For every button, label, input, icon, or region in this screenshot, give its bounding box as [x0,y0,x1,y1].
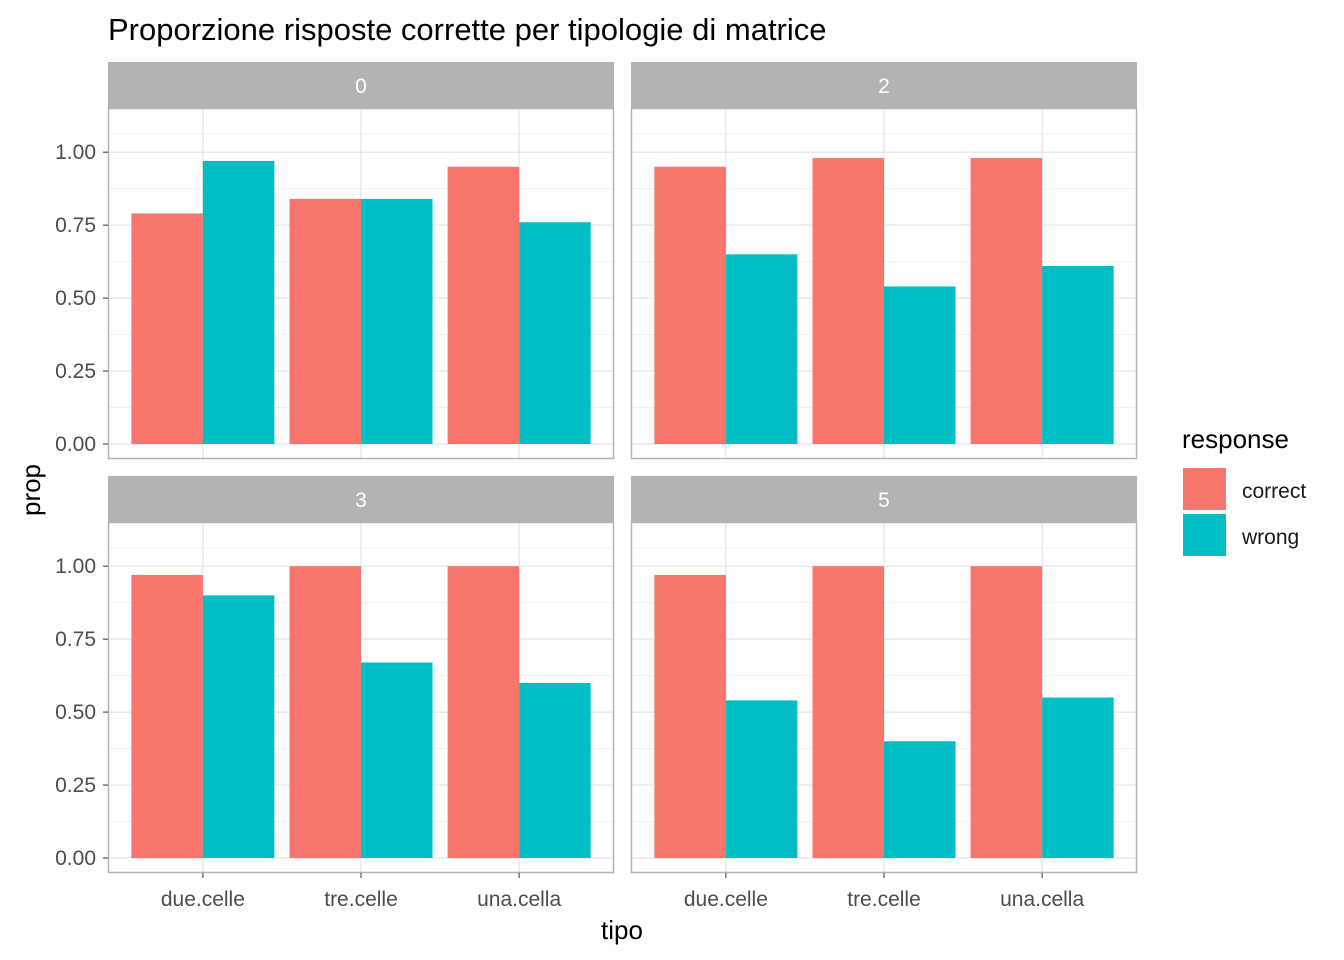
y-tick-label: 0.00 [55,847,96,870]
bar-correct-due.celle [131,574,203,858]
bar-correct-una.cella [970,566,1043,858]
y-tick-label: 0.50 [55,287,96,310]
facet-panels: 0 0.00 0.25 0.50 0.75 1.00 2 3 0.00 0.25 0.50 0.75 1… [55,62,1138,911]
y-tick-label: 0.75 [55,214,96,237]
bar-correct-tre.celle [289,566,361,858]
chart-title: Proporzione risposte corrette per tipolo… [108,12,827,47]
y-tick-label: 0.75 [55,628,96,651]
bar-wrong-due.celle [725,700,798,858]
bar-wrong-tre.celle [884,286,956,444]
facet-strip [108,62,614,108]
legend-entries: correct wrong [1183,468,1306,556]
bar-wrong-una.cella [519,682,591,858]
bar-wrong-tre.celle [361,198,433,444]
legend-key-wrong [1183,514,1226,556]
x-tick-label: una.cella [1000,888,1084,911]
legend-label-correct: correct [1242,480,1306,503]
x-tick-label: due.celle [161,888,245,911]
y-tick-label: 1.00 [55,141,96,164]
bar-correct-tre.celle [812,158,884,444]
legend: response correct wrong [1182,424,1306,556]
facet-strip-label: 3 [355,489,367,512]
bar-correct-tre.celle [289,198,361,444]
legend-title: response [1182,424,1289,454]
facet-strip [631,62,1137,108]
panel-border [107,521,615,874]
y-tick-label: 0.25 [55,774,96,797]
legend-label-wrong: wrong [1241,526,1299,549]
x-tick-label: tre.celle [324,888,398,911]
x-tick-label: una.cella [477,888,561,911]
facet-panel-5: 5 due.celle tre.celle una.cella [630,476,1138,911]
y-tick-label: 0.00 [55,433,96,456]
bar-correct-una.cella [970,158,1043,444]
bar-correct-una.cella [447,566,520,858]
legend-key-correct [1183,468,1226,510]
facet-strip [631,476,1137,522]
bar-correct-tre.celle [812,566,884,858]
bar-correct-una.cella [447,166,520,445]
facet-panel-2: 2 [630,62,1138,460]
bar-wrong-due.celle [202,160,275,444]
x-axis-title: tipo [601,915,643,945]
facet-panel-0: 0 0.00 0.25 0.50 0.75 1.00 [55,62,615,460]
y-tick-label: 0.50 [55,701,96,724]
bar-wrong-due.celle [725,254,798,444]
y-tick-label: 0.25 [55,360,96,383]
bar-wrong-una.cella [519,222,591,444]
facet-strip [108,476,614,522]
facet-strip-label: 0 [355,75,367,98]
panel-border [630,521,1138,874]
bar-correct-due.celle [654,166,726,445]
facet-strip-label: 2 [878,75,890,98]
facet-panel-3: 3 0.00 0.25 0.50 0.75 1.00 due.celle tre.celle u… [55,476,615,911]
panel-border [107,107,615,460]
bar-wrong-due.celle [202,595,275,858]
y-axis-title: prop [16,464,46,516]
bar-correct-due.celle [131,213,203,444]
bar-wrong-una.cella [1042,265,1114,444]
bar-correct-due.celle [654,574,726,858]
panel-border [630,107,1138,460]
bar-wrong-tre.celle [361,662,433,858]
facet-strip-label: 5 [878,489,890,512]
y-tick-label: 1.00 [55,555,96,578]
x-tick-label: due.celle [684,888,768,911]
bar-wrong-tre.celle [884,741,956,858]
bar-wrong-una.cella [1042,697,1114,858]
x-tick-label: tre.celle [847,888,921,911]
